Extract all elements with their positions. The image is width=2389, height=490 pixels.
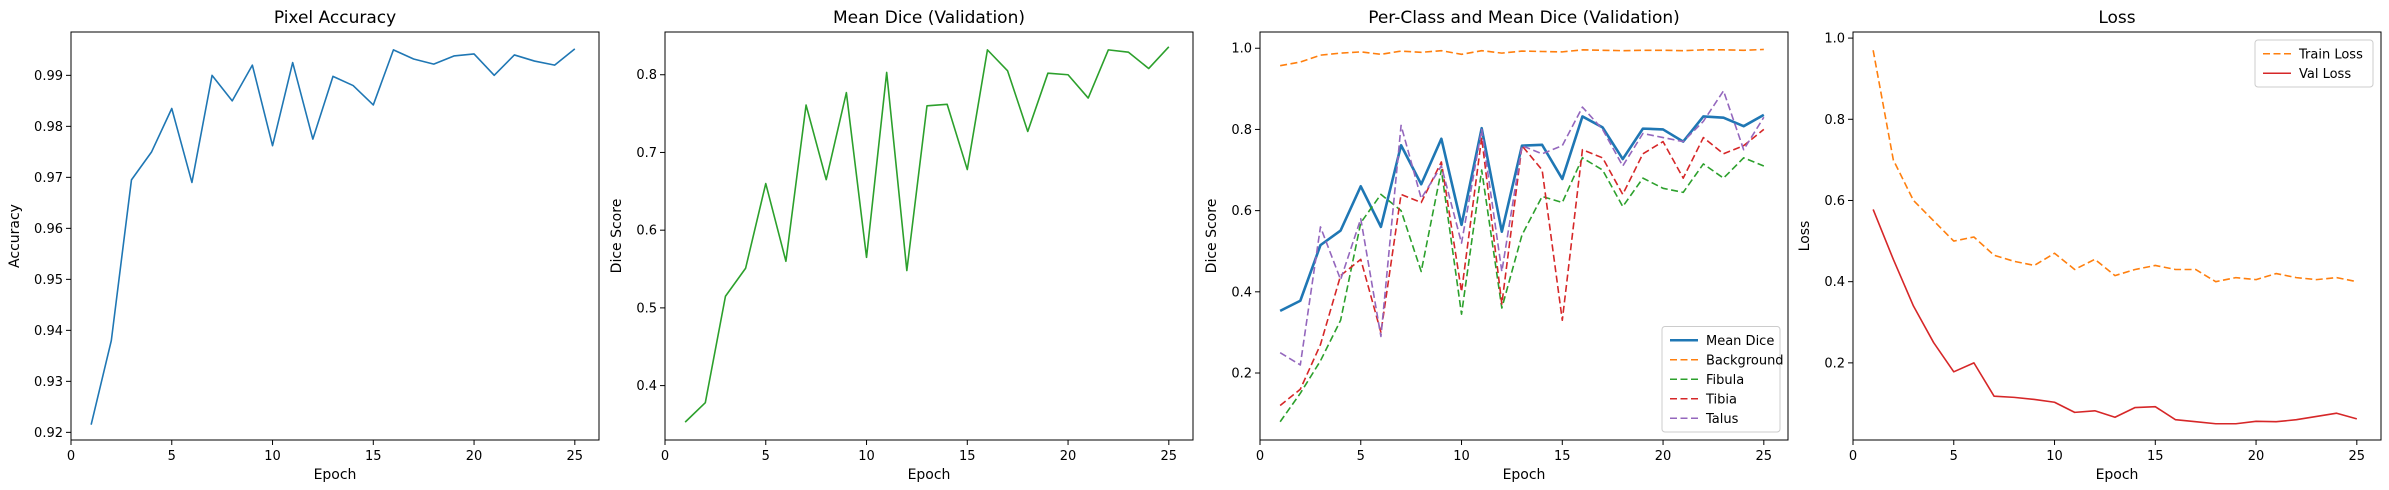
axes-frame [70,31,600,441]
series-line-val-loss [1872,209,2358,425]
legend-label-train-loss: Train Loss [2298,47,2363,62]
axes-frame [664,31,1194,441]
plot-area [1872,50,2358,425]
x-tick-label: 20 [2248,449,2265,464]
y-tick-label: 0.4 [636,379,657,394]
chart-loss: Loss 0 5 10 15 20 25 0.2 0.4 0.6 0.8 1.0 Epoch Loss Tr… [1797,8,2382,483]
y-tick-label: 0.92 [34,426,63,441]
y-tick-label: 0.94 [34,324,63,339]
y-tick-label: 1.0 [1824,32,1845,47]
series-line-background [1280,48,1764,67]
chart-title: Per-Class and Mean Dice (Validation) [1368,8,1680,28]
x-axis-label: Epoch [908,467,951,483]
legend-label-mean-dice: Mean Dice [1706,334,1774,349]
x-tick-label: 15 [365,449,382,464]
y-tick-label: 0.97 [34,171,63,186]
legend: Train Loss Val Loss [2254,39,2374,88]
chart-pixel-accuracy: Pixel Accuracy 0 5 10 15 20 25 0.92 0.93 0.94 0.95… [7,8,600,483]
series-line-talus [1279,90,1765,366]
legend: Mean Dice Background Fibula Tibia Talus [1661,326,1784,433]
legend-label-val-loss: Val Loss [2299,67,2351,82]
x-tick-label: 25 [2349,449,2366,464]
y-tick-label: 0.8 [1231,123,1252,138]
x-tick-label: 5 [1357,449,1365,464]
plot-area [90,48,576,425]
legend-label-fibula: Fibula [1706,373,1744,388]
x-tick-label: 0 [1256,449,1264,464]
y-tick-label: 1.0 [1231,42,1252,57]
series-line-train-loss [1872,50,2357,283]
x-tick-label: 5 [762,449,770,464]
x-tick-label: 15 [959,449,976,464]
y-tick-label: 0.95 [34,273,63,288]
x-tick-label: 20 [1655,449,1672,464]
legend-box [1661,326,1781,433]
legend-label-tibia: Tibia [1705,392,1737,407]
y-tick-label: 0.98 [34,120,63,135]
plot-area [1279,48,1765,423]
y-tick-label: 0.8 [1824,113,1845,128]
y-tick-label: 0.6 [1231,204,1252,219]
y-tick-label: 0.93 [34,375,63,390]
x-tick-label: 10 [2046,449,2063,464]
y-tick-label: 0.2 [1824,356,1845,371]
y-tick-label: 0.8 [636,68,657,83]
y-tick-label: 0.6 [1824,194,1845,209]
y-axis-label: Dice Score [1204,199,1220,274]
chart-per-class-and-mean-dice-validation: Per-Class and Mean Dice (Validation) 0 5 10… [1204,8,1789,483]
chart-mean-dice-validation: Mean Dice (Validation) 0 5 10 15 20 25 0.4 0.5 0.… [609,8,1194,483]
y-axis-label: Loss [1797,221,1813,252]
chart-title: Loss [2098,8,2135,28]
x-tick-label: 5 [1950,449,1958,464]
y-tick-label: 0.4 [1824,275,1845,290]
y-tick-label: 0.96 [34,222,63,237]
x-axis-label: Epoch [1503,467,1546,483]
y-tick-label: 0.2 [1231,367,1252,382]
legend-label-talus: Talus [1705,412,1739,427]
axes-frame [1259,31,1789,441]
series-line-series-0 [684,46,1170,423]
chart-title: Mean Dice (Validation) [833,8,1025,28]
y-tick-label: 0.7 [636,146,657,161]
y-tick-label: 0.5 [636,301,657,316]
x-tick-label: 25 [567,449,584,464]
x-tick-label: 20 [466,449,483,464]
x-axis-label: Epoch [314,467,357,483]
series-line-series-0 [90,48,576,425]
series-line-tibia [1279,128,1765,407]
x-tick-label: 0 [661,449,669,464]
x-axis-label: Epoch [2096,467,2139,483]
x-tick-label: 15 [1554,449,1571,464]
series-line-mean-dice [1279,113,1765,313]
y-axis-label: Dice Score [609,199,625,274]
legend-label-background: Background [1706,353,1784,368]
plot-area [684,46,1170,423]
x-tick-label: 25 [1161,449,1178,464]
y-axis-label: Accuracy [7,204,23,268]
x-tick-label: 20 [1060,449,1077,464]
axes-frame [1852,31,2382,441]
x-tick-label: 25 [1756,449,1773,464]
chart-title: Pixel Accuracy [274,8,396,28]
y-tick-label: 0.4 [1231,285,1252,300]
x-tick-label: 10 [264,449,281,464]
x-tick-label: 0 [67,449,75,464]
y-tick-label: 0.6 [636,224,657,239]
y-tick-label: 0.99 [34,69,63,84]
x-tick-label: 0 [1849,449,1857,464]
legend-box [2254,39,2374,88]
x-tick-label: 5 [168,449,176,464]
series-line-fibula [1279,157,1765,423]
x-tick-label: 10 [1453,449,1470,464]
x-tick-label: 15 [2147,449,2164,464]
x-tick-label: 10 [858,449,875,464]
